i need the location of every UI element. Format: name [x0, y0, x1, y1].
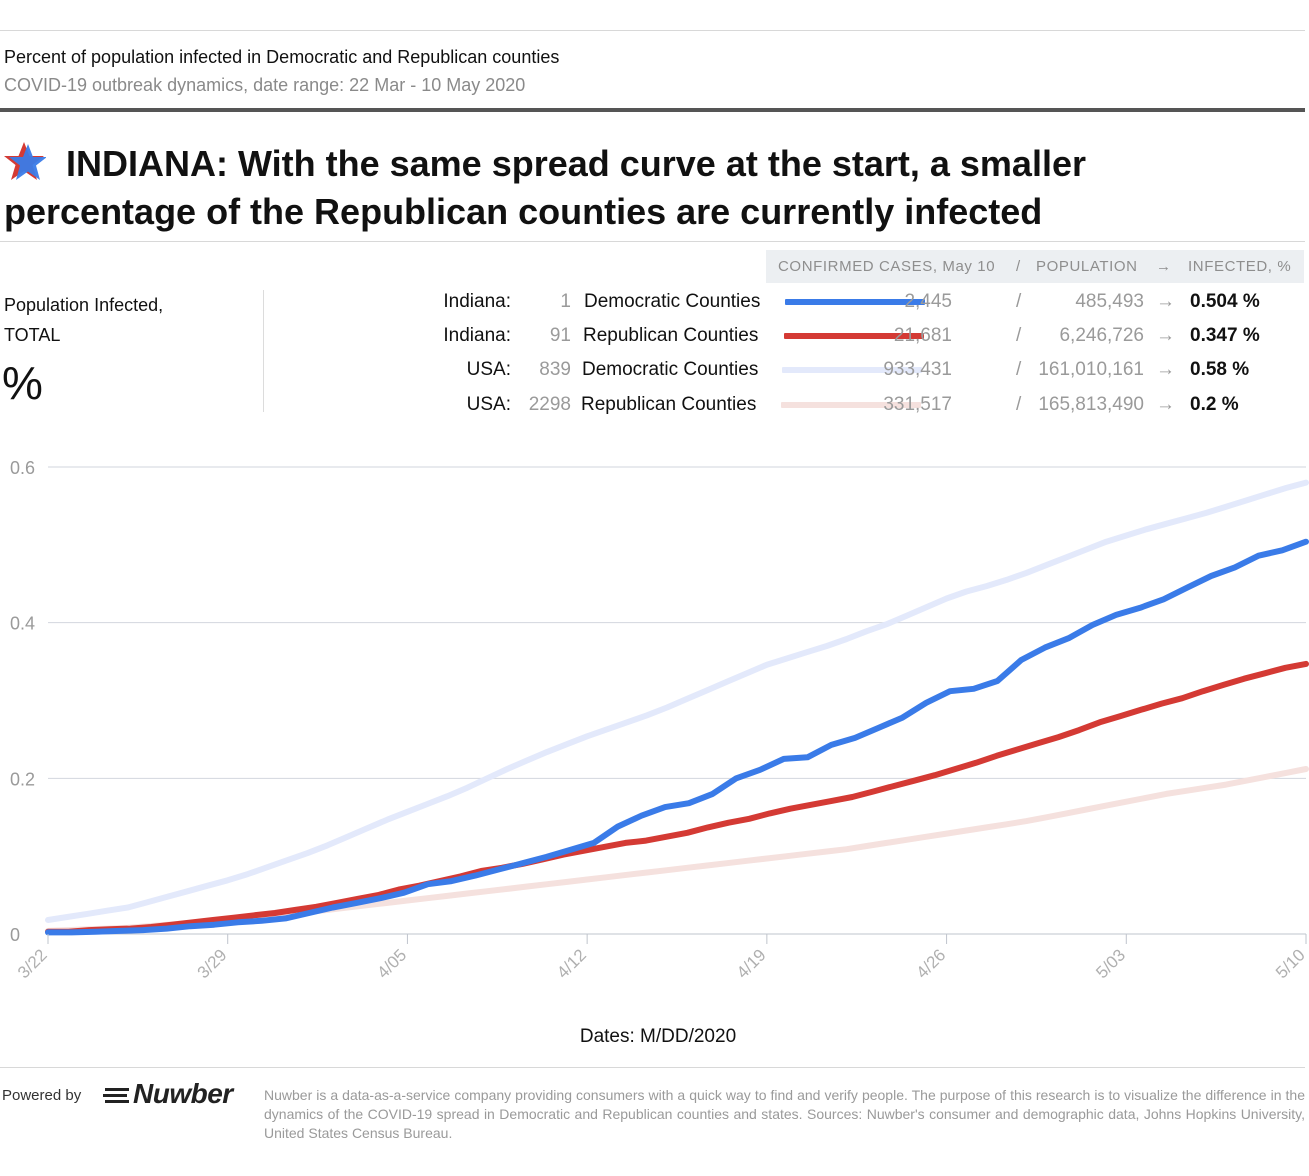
logo-lines-icon: [103, 1088, 129, 1103]
legend-header-cases: CONFIRMED CASES, May 10: [778, 258, 996, 275]
legend-swatch: [784, 333, 924, 339]
y-axis-label: Population Infected, TOTAL: [4, 290, 163, 350]
x-axis-label: Dates: M/DD/2020: [580, 1026, 736, 1047]
legend-infected: 0.347 %: [1190, 325, 1260, 346]
y-tick-label: 0.6: [10, 458, 35, 478]
footnote: Nuwber is a data-as-a-service company pr…: [264, 1087, 1305, 1141]
arrow-icon: →: [1156, 394, 1175, 415]
legend-population: 485,493: [1075, 291, 1144, 312]
y-tick-label: 0: [10, 925, 20, 945]
legend-header-slash: /: [1016, 258, 1021, 275]
legend-region: Indiana:: [443, 325, 511, 346]
x-tick-label: 5/10: [1272, 945, 1309, 982]
side-divider: [263, 290, 264, 412]
legend-swatch: [781, 402, 921, 408]
arrow-icon: →: [1156, 325, 1175, 346]
legend-region: USA:: [466, 359, 511, 380]
logo-text: Nuwber: [133, 1078, 233, 1109]
legend-header-arrow: →: [1156, 258, 1172, 275]
legend-cases: 331,517: [883, 394, 952, 415]
series-line: [45, 479, 1309, 923]
legend-row: USA: 839 Democratic Counties 933,431 / 1…: [0, 353, 1309, 387]
legend-cases: 2,445: [904, 291, 952, 312]
top-rule: [0, 30, 1305, 31]
footer-divider: [0, 1067, 1305, 1068]
legend-swatch: [785, 299, 925, 305]
series-line: [45, 660, 1309, 935]
x-tick-label: 3/22: [14, 945, 51, 982]
legend-row: Indiana: 1 Democratic Counties 2,445 / 4…: [0, 285, 1309, 319]
legend-region: Indiana:: [443, 291, 511, 312]
legend-swatch: [782, 367, 922, 373]
legend-region: USA:: [466, 394, 511, 415]
legend-slash: /: [1016, 359, 1022, 380]
legend-county-count: 91: [549, 325, 571, 346]
legend-infected: 0.58 %: [1190, 359, 1250, 380]
y-tick-label: 0.4: [10, 614, 35, 634]
legend-group: Democratic Counties: [582, 359, 759, 380]
x-tick-label: 5/03: [1092, 945, 1129, 982]
page-title: INDIANA: With the same spread curve at t…: [4, 143, 1086, 232]
nuwber-logo[interactable]: Nuwber: [103, 1078, 243, 1114]
x-tick-label: 4/26: [913, 945, 950, 982]
legend-infected: 0.504 %: [1190, 291, 1260, 312]
y-axis-unit: %: [2, 357, 43, 409]
x-tick-label: 3/29: [194, 945, 231, 982]
chart-date-range: COVID-19 outbreak dynamics, date range: …: [4, 75, 526, 95]
legend-group: Democratic Counties: [584, 291, 761, 312]
y-tick-label: 0.2: [10, 769, 35, 789]
legend-cases: 933,431: [883, 359, 952, 380]
legend-group: Republican Counties: [581, 394, 757, 415]
legend-header: CONFIRMED CASES, May 10 / POPULATION → I…: [766, 250, 1304, 283]
legend-slash: /: [1016, 325, 1022, 346]
y-axis-label-line2: TOTAL: [4, 325, 61, 345]
legend-population: 165,813,490: [1038, 394, 1144, 415]
x-tick-label: 4/19: [733, 945, 770, 982]
line-chart: 0 0.2 0.4 0.6 3/22 3/29 4/05 4/12 4/19 4/26 5/03 5…: [10, 458, 1309, 1047]
legend-population: 161,010,161: [1038, 359, 1144, 380]
legend-row: USA: 2298 Republican Counties 331,517 / …: [0, 388, 1309, 422]
legend-header-population: POPULATION: [1036, 258, 1138, 275]
series-line: [45, 766, 1309, 934]
legend-county-count: 839: [539, 359, 571, 380]
series-line: [45, 538, 1309, 936]
legend-population: 6,246,726: [1059, 325, 1144, 346]
arrow-icon: →: [1156, 291, 1175, 312]
x-tick-label: 4/05: [373, 945, 410, 982]
y-axis-label-line1: Population Infected,: [4, 295, 164, 315]
chart-subtitle: Percent of population infected in Democr…: [4, 47, 560, 67]
header-divider: [0, 108, 1305, 112]
legend-slash: /: [1016, 394, 1022, 415]
legend-county-count: 1: [560, 291, 571, 312]
legend-slash: /: [1016, 291, 1022, 312]
legend-header-infected: INFECTED, %: [1188, 258, 1292, 275]
legend-county-count: 2298: [528, 394, 571, 415]
legend-group: Republican Counties: [583, 325, 759, 346]
star-icon: [4, 142, 46, 180]
legend-cases: 21,681: [893, 325, 952, 346]
legend-infected: 0.2 %: [1190, 394, 1239, 415]
powered-by-label: Powered by: [2, 1087, 82, 1104]
arrow-icon: →: [1156, 359, 1175, 380]
x-tick-label: 4/12: [553, 945, 590, 982]
legend-row: Indiana: 91 Republican Counties 21,681 /…: [0, 319, 1309, 353]
title-divider: [0, 241, 1305, 242]
